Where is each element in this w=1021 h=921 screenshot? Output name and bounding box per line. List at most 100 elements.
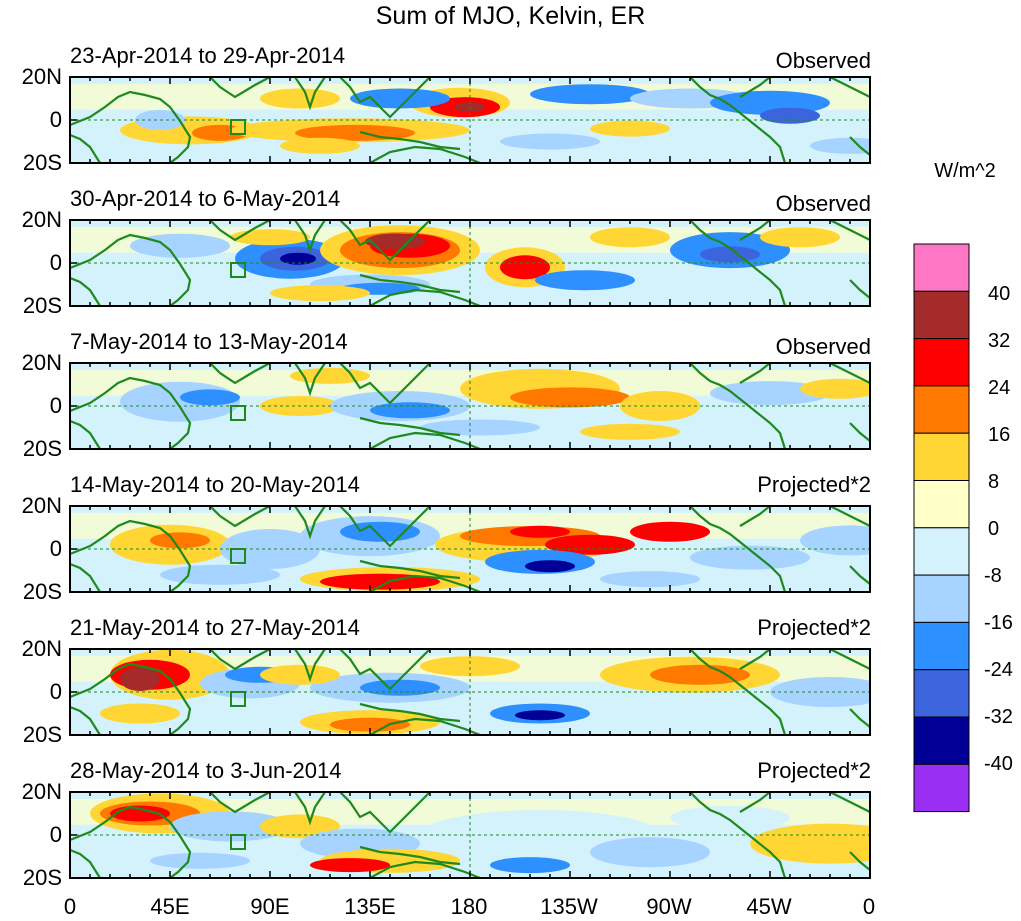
anomaly-contour (750, 823, 870, 864)
anomaly-contour (280, 252, 316, 265)
anomaly-contour (880, 811, 940, 841)
anomaly-contour (490, 857, 570, 874)
lat-label-20n: 20N (21, 64, 62, 89)
coastline (829, 363, 870, 384)
anomaly-contour (800, 525, 870, 556)
lat-label-eq: 0 (49, 250, 62, 275)
anomaly-contour (700, 246, 760, 263)
coastline (829, 792, 870, 813)
anomaly-contour (545, 534, 635, 555)
coastline (689, 506, 787, 592)
coastline (849, 422, 870, 442)
coastline (209, 506, 271, 528)
lon-label-180: 180 (450, 894, 488, 919)
coastline (359, 702, 461, 723)
anomaly-contour (590, 120, 670, 137)
anomaly-contour (890, 668, 940, 708)
anomaly-contour (530, 84, 650, 105)
coastline (294, 506, 326, 540)
coastline (369, 145, 481, 163)
anomaly-contour (420, 656, 520, 677)
lat-label-20s: 20S (22, 865, 62, 890)
panel-3-date-range: 7-May-2014 to 13-May-2014 (70, 329, 348, 354)
lat-label-eq: 0 (49, 679, 62, 704)
panel-5-date-range: 21-May-2014 to 27-May-2014 (70, 615, 360, 640)
lat-label-20s: 20S (22, 150, 62, 175)
anomaly-contour (890, 234, 940, 274)
coastline (70, 562, 101, 592)
colorbar-label: 40 (988, 283, 1011, 305)
region-box (230, 262, 246, 278)
coastline (70, 848, 101, 878)
coastline (70, 662, 192, 735)
colorbar-label: -8 (984, 565, 1002, 587)
anomaly-contour (890, 374, 940, 404)
panel-4-status: Projected*2 (757, 472, 871, 497)
anomaly-contour (770, 677, 870, 707)
lon-label-135e: 135E (344, 894, 396, 919)
coastline (739, 506, 771, 527)
coastline (209, 220, 271, 242)
anomaly-contour (510, 387, 630, 408)
anomaly-contour (260, 664, 340, 685)
colorbar-units: W/m^2 (934, 160, 996, 182)
anomaly-contour (690, 545, 810, 570)
anomaly-contour (360, 679, 440, 696)
coastline (359, 273, 461, 294)
coastline (739, 792, 771, 813)
anomaly-contour (160, 564, 280, 585)
coastline (369, 574, 481, 592)
anomaly-contour (500, 133, 600, 150)
lat-label-20s: 20S (22, 293, 62, 318)
coastline (70, 276, 101, 306)
coastline (829, 77, 870, 98)
coastline (70, 519, 192, 592)
colorbar-label: 32 (988, 330, 1011, 352)
figure-title: Sum of MJO, Kelvin, ER (375, 2, 646, 30)
coastline (829, 649, 870, 670)
coastline (339, 77, 431, 119)
anomaly-contour (525, 560, 575, 573)
coastline (70, 133, 101, 163)
anomaly-contour (290, 367, 370, 384)
panel-2-date-range: 30-Apr-2014 to 6-May-2014 (70, 186, 341, 211)
lat-label-20n: 20N (21, 493, 62, 518)
anomaly-contour (630, 521, 710, 542)
panel-1-status: Observed (775, 48, 871, 73)
coastline (369, 431, 481, 449)
panel-6-date-range: 28-May-2014 to 3-Jun-2014 (70, 758, 342, 783)
panel-1-date-range: 23-Apr-2014 to 29-Apr-2014 (70, 43, 346, 68)
map-panel-4 (69, 505, 940, 593)
coastline (689, 77, 787, 163)
panel-2-status: Observed (775, 191, 871, 216)
coastline (359, 130, 461, 151)
coastline (739, 220, 771, 241)
panel-4-date-range: 14-May-2014 to 20-May-2014 (70, 472, 360, 497)
coastline (209, 363, 271, 385)
coastline (689, 220, 787, 306)
lon-label-90w: 90W (646, 894, 692, 919)
lat-label-20s: 20S (22, 436, 62, 461)
anomaly-contour (890, 517, 940, 547)
coastline (849, 279, 870, 299)
coastline (849, 708, 870, 728)
lat-label-20s: 20S (22, 722, 62, 747)
coastline (739, 77, 771, 98)
anomaly-contour (270, 285, 370, 302)
lon-label-0: 0 (63, 894, 77, 919)
coastline (339, 220, 431, 262)
lon-label-45e: 45E (150, 894, 190, 919)
panel-5-status: Projected*2 (757, 615, 871, 640)
coastline (70, 376, 192, 449)
map-panel-1 (69, 76, 871, 164)
lon-label-45w: 45W (746, 894, 792, 919)
anomaly-contour (365, 233, 425, 250)
anomaly-contour (590, 227, 670, 248)
anomaly-contour (330, 717, 410, 732)
anomaly-contour (600, 571, 700, 588)
lat-label-eq: 0 (49, 107, 62, 132)
anomaly-contour (535, 270, 635, 291)
colorbar-label: 8 (988, 471, 1000, 493)
anomaly-contour (760, 107, 820, 124)
